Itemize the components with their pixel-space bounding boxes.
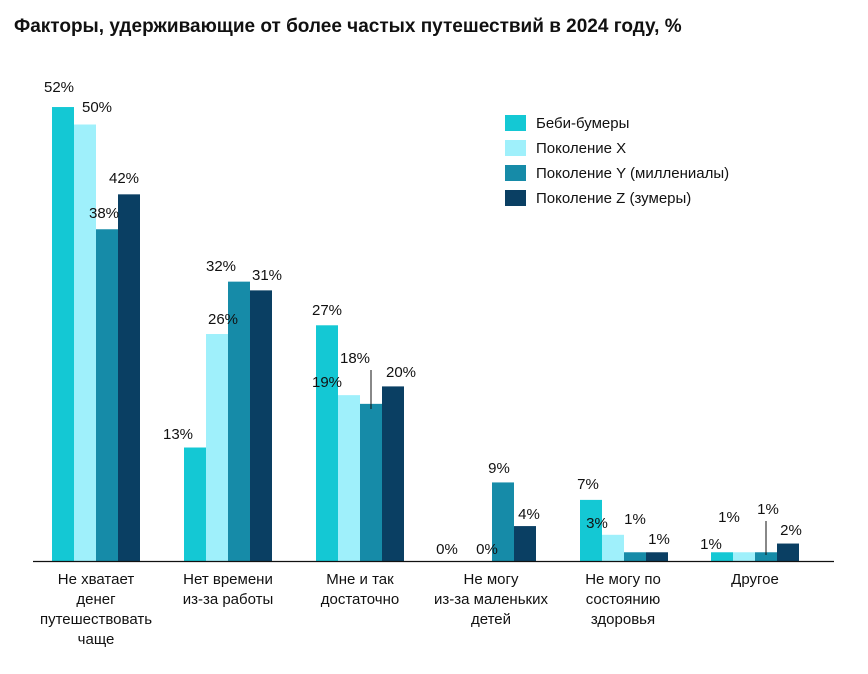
category-label-line: из-за маленьких: [434, 591, 548, 608]
category-label-line: здоровья: [591, 611, 655, 628]
category-label-4: Не могу из-за маленьких детей: [434, 571, 548, 628]
bar-2-5: [602, 534, 624, 561]
bar-3-1: [96, 229, 118, 561]
category-labels: Не хватает денег путешествовать чаще Нет вре…: [40, 571, 779, 648]
category-label-5: Не могу по состоянию здоровья: [585, 571, 661, 628]
value-label-4-2: 31%: [252, 267, 282, 284]
legend-label-1: Беби-бумеры: [536, 115, 629, 132]
category-label-line: Не хватает: [58, 571, 135, 588]
category-label-3: Мне и так достаточно: [321, 571, 399, 608]
value-label-3-1: 38%: [89, 205, 119, 222]
bar-3-6: [755, 552, 777, 561]
category-label-line: детей: [471, 611, 511, 628]
legend-swatch-4: [505, 190, 526, 206]
bar-3-4: [492, 482, 514, 561]
category-label-line: чаще: [78, 631, 115, 648]
category-label-line: Нет времени: [183, 571, 273, 588]
value-label-4-6: 2%: [780, 522, 802, 539]
bar-4-3: [382, 386, 404, 561]
legend: Беби-бумеры Поколение X Поколение Y (милле…: [505, 115, 729, 207]
value-label-1-3: 27%: [312, 302, 342, 319]
category-label-2: Нет времени из-за работы: [183, 571, 274, 608]
value-label-3-4: 9%: [488, 460, 510, 477]
value-label-3-5: 1%: [624, 511, 646, 528]
value-label-4-5: 1%: [648, 531, 670, 548]
value-label-4-4: 4%: [518, 506, 540, 523]
value-label-1-4: 0%: [436, 541, 458, 558]
category-label-line: путешествовать: [40, 611, 152, 628]
value-label-1-5: 7%: [577, 476, 599, 493]
category-label-line: Мне и так: [326, 571, 394, 588]
category-label-line: состоянию: [586, 591, 661, 608]
legend-swatch-3: [505, 165, 526, 181]
bar-2-3: [338, 395, 360, 561]
bar-3-3: [360, 403, 382, 561]
value-label-3-6: 1%: [757, 501, 779, 518]
legend-label-3: Поколение Y (миллениалы): [536, 165, 729, 182]
bar-3-2: [228, 281, 250, 561]
bar-3-5: [624, 552, 646, 561]
category-label-line: денег: [76, 591, 116, 608]
value-label-1-1: 52%: [44, 79, 74, 96]
category-label-line: из-за работы: [183, 591, 274, 608]
bar-1-2: [184, 447, 206, 561]
legend-label-2: Поколение X: [536, 140, 626, 157]
value-label-1-2: 13%: [163, 426, 193, 443]
legend-label-4: Поколение Z (зумеры): [536, 190, 691, 207]
chart-title: Факторы, удерживающие от более частых пу…: [14, 16, 682, 37]
bars: [52, 107, 799, 561]
bar-1-1: [52, 107, 74, 561]
value-label-3-3: 18%: [340, 350, 370, 367]
legend-swatch-2: [505, 140, 526, 156]
value-labels: 52% 13% 27% 0% 7% 1% 50% 26% 19% 0% 3% 1% 38% 32% 18% 9…: [44, 79, 802, 558]
bar-4-5: [646, 552, 668, 561]
value-label-2-2: 26%: [208, 311, 238, 328]
value-label-4-3: 20%: [386, 364, 416, 381]
value-label-1-6: 1%: [700, 536, 722, 553]
category-label-1: Не хватает денег путешествовать чаще: [40, 571, 152, 648]
bar-1-5: [580, 499, 602, 561]
value-label-2-5: 3%: [586, 515, 608, 532]
category-label-line: Не могу по: [585, 571, 661, 588]
value-label-3-2: 32%: [206, 258, 236, 275]
category-label-line: достаточно: [321, 591, 399, 608]
bar-2-2: [206, 334, 228, 561]
bar-4-4: [514, 526, 536, 561]
bar-2-1: [74, 124, 96, 561]
value-label-4-1: 42%: [109, 170, 139, 187]
bar-4-1: [118, 194, 140, 561]
bar-4-6: [777, 543, 799, 561]
bar-2-6: [733, 552, 755, 561]
category-label-line: Не могу: [464, 571, 519, 588]
value-label-2-4: 0%: [476, 541, 498, 558]
category-label-line: Другое: [731, 571, 779, 588]
legend-swatch-1: [505, 115, 526, 131]
value-label-2-1: 50%: [82, 99, 112, 116]
value-label-2-6: 1%: [718, 509, 740, 526]
bar-1-6: [711, 552, 733, 561]
value-label-2-3: 19%: [312, 374, 342, 391]
bar-4-2: [250, 290, 272, 561]
bar-1-3: [316, 325, 338, 561]
category-label-6: Другое: [731, 571, 779, 588]
